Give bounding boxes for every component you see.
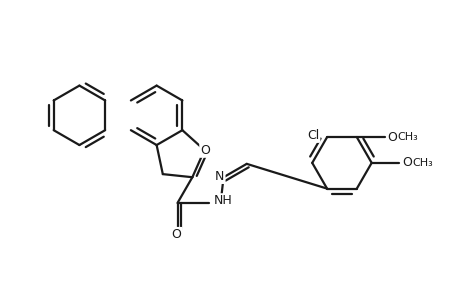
Text: O: O (402, 156, 411, 170)
Text: N: N (214, 170, 224, 183)
Text: Cl: Cl (306, 129, 319, 142)
Text: NH: NH (213, 194, 232, 208)
Text: CH₃: CH₃ (397, 132, 417, 142)
Text: O: O (386, 130, 397, 144)
Text: CH₃: CH₃ (411, 158, 432, 168)
Text: O: O (171, 228, 181, 241)
Text: O: O (200, 144, 210, 157)
